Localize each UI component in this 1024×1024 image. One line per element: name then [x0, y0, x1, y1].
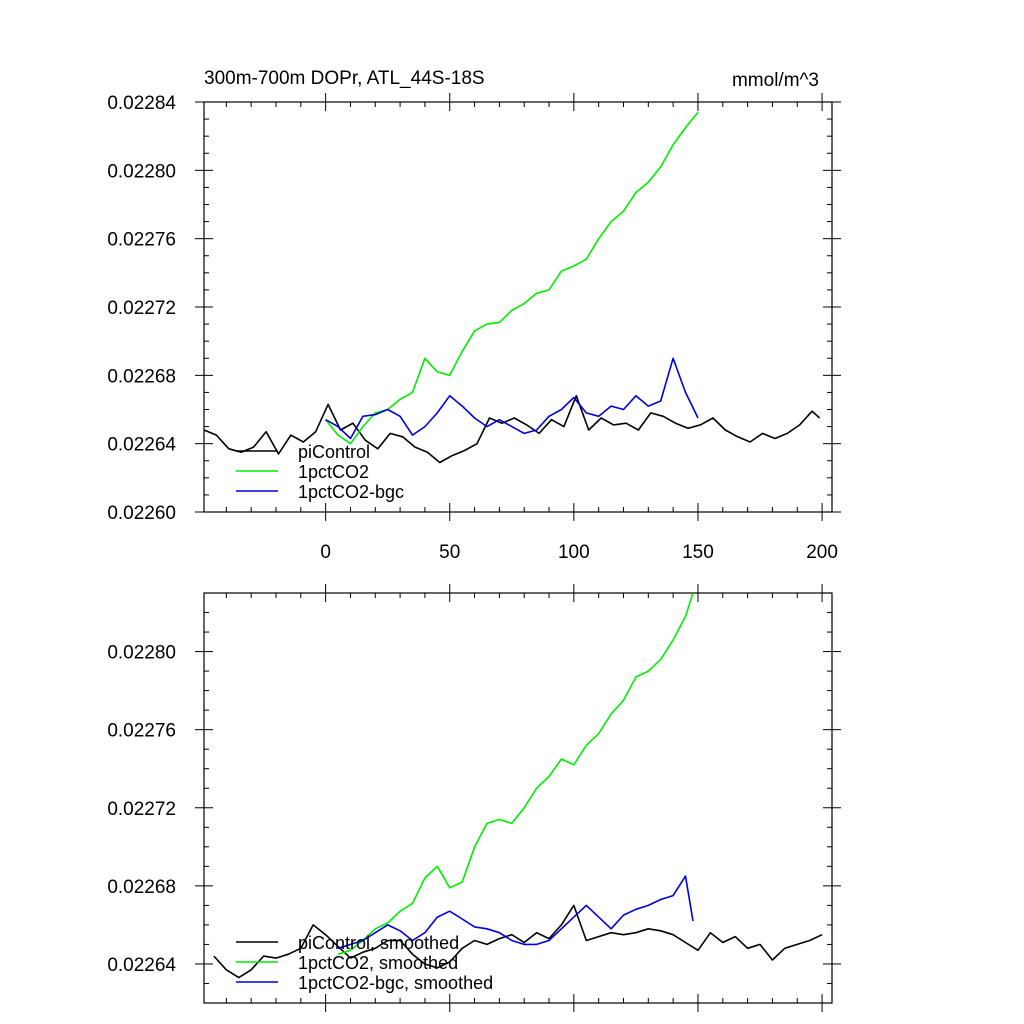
legend-label-1pctco2-bgc-smoothed: 1pctCO2-bgc, smoothed	[298, 973, 493, 993]
y-tick-label: 0.02284	[107, 93, 176, 114]
chart-title: 300m-700m DOPr, ATL_44S-18S	[204, 68, 485, 89]
top-panel: 0 50 100 150 200 0.02260 0.02264 0.02268 0.02272…	[107, 93, 841, 563]
x-tick-label: 150	[682, 542, 714, 563]
y-tick-label: 0.02276	[107, 721, 176, 742]
legend-label-1pctco2-bgc: 1pctCO2-bgc	[298, 482, 404, 502]
legend-label-1pctco2-smoothed: 1pctCO2, smoothed	[298, 953, 458, 973]
y-tick-label: 0.02264	[107, 435, 176, 456]
y-tick-label: 0.02276	[107, 230, 176, 251]
y-tick-label: 0.02280	[107, 161, 176, 182]
series-line-1pctco2-smoothed	[337, 593, 694, 955]
y-tick-label: 0.02272	[107, 298, 176, 319]
plot-frame	[203, 592, 833, 1004]
y-tick-label: 0.02264	[107, 955, 176, 976]
units-label: mmol/m^3	[732, 70, 819, 91]
y-tick-label: 0.02260	[107, 503, 176, 524]
series-line-picontrol	[204, 394, 821, 464]
series-line-1pctco2	[324, 111, 699, 445]
y-tick-label: 0.02268	[107, 366, 176, 387]
y-tick-label: 0.02268	[107, 877, 176, 898]
x-tick-label: 200	[806, 542, 838, 563]
bottom-panel: 0.02264 0.02268 0.02272 0.02276 0.02280 piCon…	[107, 584, 841, 1012]
series-line-1pctco2-bgc	[325, 357, 699, 440]
y-tick-label: 0.02272	[107, 799, 176, 820]
legend-label-picontrol-smoothed: piControl, smoothed	[298, 933, 459, 953]
y-tick-label: 0.02280	[107, 643, 176, 664]
series-line-1pctco2-bgc-smoothed	[337, 875, 694, 950]
series-line-picontrol-smoothed	[213, 904, 823, 979]
x-tick-label: 100	[558, 542, 590, 563]
x-tick-label: 0	[320, 542, 331, 563]
x-tick-label: 50	[439, 542, 460, 563]
legend-label-1pctco2: 1pctCO2	[298, 462, 369, 482]
legend-label-picontrol: piControl	[298, 442, 370, 462]
